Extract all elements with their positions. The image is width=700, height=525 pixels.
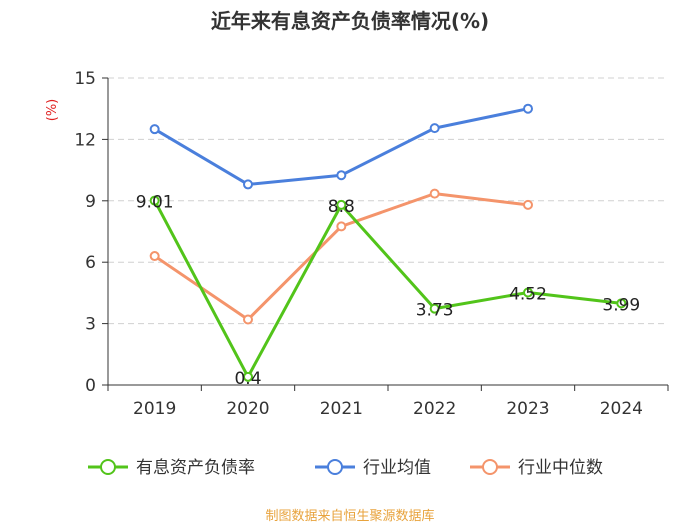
chart-title: 近年来有息资产负债率情况(%) (211, 9, 489, 33)
x-tick-label: 2023 (506, 399, 549, 419)
data-label: 3.99 (602, 295, 640, 315)
data-point-1 (243, 179, 253, 190)
legend: 有息资产负债率 行业均值 行业中位数 (88, 458, 603, 478)
data-label: 0.4 (234, 369, 261, 389)
data-point-0 (243, 371, 253, 382)
data-point-0 (523, 287, 533, 298)
data-point-1 (336, 170, 347, 181)
x-tick-label: 2020 (226, 399, 269, 419)
data-point-2 (149, 251, 160, 262)
legend-marker-0 (100, 459, 116, 475)
y-axis-unit: (%) (45, 99, 60, 122)
legend-label: 有息资产负债率 (136, 458, 255, 478)
y-tick-label: 9 (85, 192, 96, 212)
y-tick-label: 3 (85, 315, 96, 335)
x-tick-label: 2021 (320, 399, 363, 419)
y-tick-label: 12 (74, 130, 96, 150)
data-point-2 (336, 221, 347, 232)
series-group (149, 103, 627, 382)
x-tick-label: 2019 (133, 399, 176, 419)
gridlines (108, 77, 668, 325)
data-point-1 (523, 103, 533, 114)
data-point-1 (429, 123, 440, 134)
source-note: 制图数据来自恒生聚源数据库 (265, 508, 434, 524)
data-point-2 (523, 199, 533, 210)
data-label: 4.52 (509, 284, 547, 304)
data-point-0 (149, 195, 160, 206)
legend-marker-2 (482, 459, 498, 475)
data-label: 8.8 (328, 197, 355, 217)
data-label: 3.73 (416, 301, 454, 321)
x-tick-label: 2022 (413, 399, 456, 419)
axes: 0 3 6 9 12 15 2019 2020 2021 2022 2023 2024 (74, 69, 669, 419)
legend-label: 行业中位数 (518, 458, 603, 478)
legend-marker-1 (327, 459, 343, 475)
legend-label: 行业均值 (363, 458, 431, 478)
y-tick-label: 15 (74, 69, 96, 89)
data-point-0 (616, 298, 627, 309)
series-line-0 (153, 199, 622, 379)
data-point-2 (243, 314, 253, 325)
data-point-1 (149, 124, 160, 135)
x-tick-label: 2024 (600, 399, 643, 419)
data-labels: 9.01 0.4 8.8 3.73 4.52 3.99 (136, 193, 641, 389)
y-tick-label: 0 (85, 376, 96, 396)
data-point-0 (336, 199, 347, 210)
data-label: 9.01 (136, 193, 174, 213)
y-tick-label: 6 (85, 253, 96, 273)
data-point-2 (429, 188, 440, 199)
data-point-0 (429, 303, 440, 314)
